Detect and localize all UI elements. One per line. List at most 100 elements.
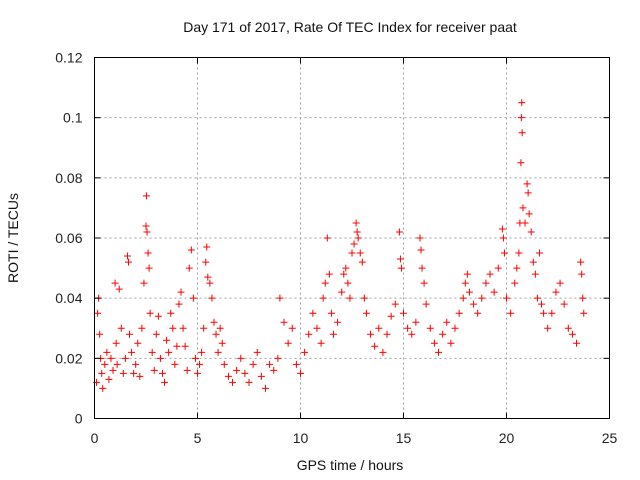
data-point: [140, 279, 148, 287]
data-point: [507, 309, 515, 317]
data-point: [396, 255, 404, 263]
data-point: [196, 360, 204, 368]
data-point: [490, 288, 498, 296]
data-point: [379, 348, 387, 356]
data-point: [292, 360, 300, 368]
data-point: [430, 339, 438, 347]
data-point: [556, 279, 564, 287]
data-point: [535, 249, 543, 257]
data-point: [117, 324, 125, 332]
data-point: [482, 279, 490, 287]
data-point: [354, 234, 362, 242]
y-tick-label: 0.04: [55, 290, 82, 306]
data-point: [568, 330, 576, 338]
data-point: [577, 258, 585, 266]
data-point: [494, 264, 502, 272]
data-point: [138, 324, 146, 332]
data-point: [323, 234, 331, 242]
data-point: [470, 300, 478, 308]
data-point: [171, 360, 179, 368]
data-point: [500, 249, 508, 257]
data-point: [103, 348, 111, 356]
data-point: [134, 339, 142, 347]
data-point: [346, 294, 354, 302]
data-points: [93, 99, 588, 392]
data-point: [400, 309, 407, 317]
data-point: [533, 294, 541, 302]
data-point: [463, 270, 471, 278]
y-tick-label: 0.06: [55, 230, 82, 246]
data-point: [342, 264, 350, 272]
data-point: [327, 309, 335, 317]
y-tick-label: 0.12: [55, 50, 82, 66]
data-point: [210, 318, 218, 326]
data-point: [455, 309, 463, 317]
data-point: [371, 342, 379, 350]
data-point: [112, 339, 120, 347]
data-point: [237, 354, 245, 362]
data-point: [204, 273, 212, 281]
data-point: [540, 309, 548, 317]
data-point: [352, 219, 360, 227]
data-point: [132, 360, 140, 368]
data-point: [105, 375, 113, 383]
data-point: [206, 279, 214, 287]
x-tick-label: 20: [499, 430, 515, 446]
data-point: [412, 318, 420, 326]
data-point: [461, 279, 469, 287]
data-point: [270, 366, 278, 374]
data-point: [360, 294, 368, 302]
data-point: [175, 300, 183, 308]
data-point: [309, 309, 317, 317]
data-point: [552, 288, 560, 296]
x-tick-label: 15: [396, 430, 412, 446]
data-point: [245, 378, 253, 386]
data-point: [478, 294, 486, 302]
data-point: [229, 378, 237, 386]
data-point: [395, 228, 403, 236]
y-tick-label: 0.08: [55, 170, 82, 186]
data-point: [313, 324, 321, 332]
data-point: [518, 99, 526, 107]
data-point: [150, 366, 158, 374]
data-point: [202, 258, 210, 266]
data-point: [249, 360, 257, 368]
data-point: [145, 264, 153, 272]
data-point: [459, 294, 467, 302]
data-point: [146, 309, 154, 317]
data-point: [177, 288, 185, 296]
data-point: [144, 249, 152, 257]
data-point: [214, 348, 222, 356]
data-point: [344, 279, 352, 287]
x-axis-label: GPS time / hours: [297, 457, 404, 473]
data-point: [531, 270, 539, 278]
data-point: [124, 258, 132, 266]
data-point: [513, 264, 521, 272]
data-point: [274, 354, 282, 362]
data-point: [317, 339, 325, 347]
data-point: [220, 360, 228, 368]
data-point: [418, 264, 426, 272]
data-point: [276, 294, 284, 302]
data-point: [130, 369, 138, 377]
data-point: [329, 330, 337, 338]
data-point: [107, 354, 115, 362]
data-point: [111, 279, 119, 287]
x-tick-labels: 0 5 10 15 20 25: [91, 430, 618, 446]
data-point: [101, 360, 109, 368]
data-point: [109, 366, 117, 374]
data-point: [208, 294, 216, 302]
data-point: [194, 369, 201, 377]
data-point: [185, 264, 193, 272]
axis-ticks: [94, 57, 610, 419]
data-point: [98, 369, 106, 377]
data-point: [503, 294, 510, 302]
data-point: [200, 324, 208, 332]
data-point: [173, 342, 181, 350]
data-point: [338, 288, 346, 296]
data-point: [165, 348, 173, 356]
data-point: [167, 309, 175, 317]
data-point: [544, 324, 552, 332]
data-point: [353, 228, 361, 236]
data-point: [99, 384, 107, 392]
